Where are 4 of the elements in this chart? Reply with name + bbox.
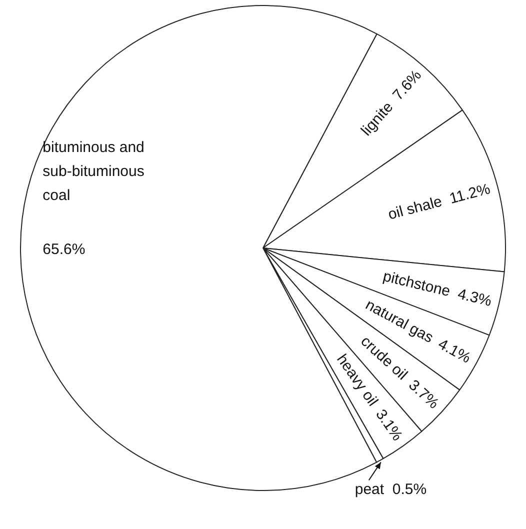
slice-label: oil shale 11.2%	[386, 180, 492, 224]
data-label: 65.6%	[42, 241, 86, 258]
slice-label: peat 0.5%	[354, 480, 427, 498]
slice-label: bituminous and sub-bituminous coal	[42, 139, 144, 204]
